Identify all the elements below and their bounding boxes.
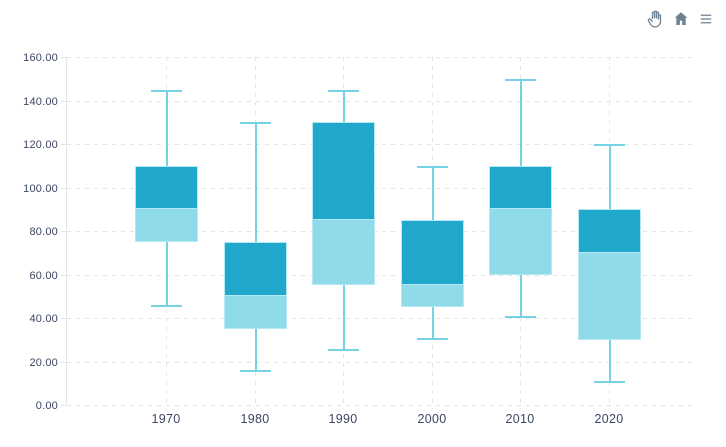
gridline-horizontal [67, 275, 695, 276]
x-axis-label: 1990 [328, 412, 358, 426]
y-axis-label: 80.00 [29, 226, 58, 238]
boxplot-1970[interactable] [135, 90, 198, 307]
x-axis-label: 2000 [417, 412, 447, 426]
gridline-horizontal [67, 405, 695, 406]
y-axis-label: 0.00 [35, 400, 58, 412]
whisker-cap-max [417, 166, 448, 168]
x-axis-label: 2010 [505, 412, 535, 426]
boxplot-1990[interactable] [312, 90, 375, 351]
whisker-cap-min [240, 370, 271, 372]
boxplot-2020[interactable] [578, 144, 641, 383]
pan-icon[interactable] [644, 8, 666, 30]
whisker-cap-max [594, 144, 625, 146]
x-axis-label: 2020 [594, 412, 624, 426]
chart-toolbar [644, 8, 716, 30]
gridline-horizontal [67, 231, 695, 232]
y-axis-line [66, 57, 67, 405]
y-axis-label: 20.00 [29, 357, 58, 369]
y-axis-tick [61, 188, 66, 189]
whisker-cap-min [151, 305, 182, 307]
whisker-cap-max [240, 122, 271, 124]
y-axis-tick [61, 144, 66, 145]
box-upper-quartile [312, 122, 375, 220]
y-axis-tick [61, 231, 66, 232]
y-axis-label: 40.00 [29, 313, 58, 325]
y-axis-tick [61, 101, 66, 102]
y-axis-tick [61, 318, 66, 319]
y-axis-tick [61, 275, 66, 276]
y-axis-label: 140.00 [23, 96, 58, 108]
gridline-horizontal [67, 318, 695, 319]
whisker-cap-min [328, 349, 359, 351]
y-axis-tick [61, 57, 66, 58]
y-axis-label: 100.00 [23, 183, 58, 195]
box-lower-quartile [401, 284, 464, 307]
box-lower-quartile [578, 252, 641, 340]
x-axis-label: 1970 [151, 412, 181, 426]
y-axis-tick [61, 405, 66, 406]
whisker-cap-max [328, 90, 359, 92]
whisker-cap-min [417, 338, 448, 340]
gridline-horizontal [67, 57, 695, 58]
box-lower-quartile [135, 208, 198, 242]
y-axis-tick [61, 362, 66, 363]
box-upper-quartile [135, 166, 198, 209]
y-axis-label: 120.00 [23, 139, 58, 151]
boxplot-2010[interactable] [489, 79, 552, 318]
box-upper-quartile [401, 220, 464, 285]
gridline-horizontal [67, 362, 695, 363]
gridline-horizontal [67, 144, 695, 145]
y-axis-label: 60.00 [29, 270, 58, 282]
menu-icon[interactable] [696, 9, 716, 29]
box-lower-quartile [224, 295, 287, 329]
home-icon[interactable] [671, 9, 691, 29]
box-upper-quartile [224, 242, 287, 296]
box-upper-quartile [489, 166, 552, 209]
whisker-cap-min [505, 316, 536, 318]
boxplot-2000[interactable] [401, 166, 464, 340]
box-upper-quartile [578, 209, 641, 253]
gridline-horizontal [67, 188, 695, 189]
boxplot-1980[interactable] [224, 122, 287, 372]
box-lower-quartile [489, 208, 552, 275]
y-axis-label: 160.00 [23, 52, 58, 64]
gridline-horizontal [67, 101, 695, 102]
x-axis-label: 1980 [240, 412, 270, 426]
whisker-cap-max [505, 79, 536, 81]
whisker-cap-min [594, 381, 625, 383]
whisker-cap-max [151, 90, 182, 92]
box-lower-quartile [312, 219, 375, 285]
